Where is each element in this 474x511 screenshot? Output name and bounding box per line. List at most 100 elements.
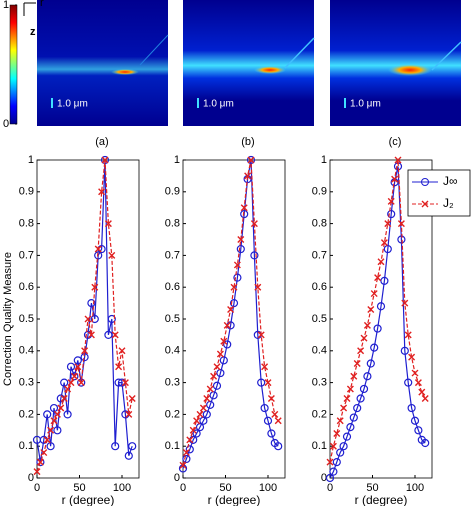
marker-x	[353, 360, 361, 368]
marker-x	[333, 429, 341, 437]
marker-x	[50, 417, 58, 425]
marker-x	[397, 220, 405, 228]
marker-x	[227, 305, 235, 313]
arrow-label: z	[30, 26, 36, 38]
marker-circle	[182, 454, 191, 464]
y-tick-label: 0.8	[312, 218, 327, 230]
marker-x	[367, 305, 375, 313]
marker-circle	[250, 251, 259, 260]
marker-circle	[236, 244, 245, 254]
image-a	[37, 0, 169, 126]
marker-circle	[60, 378, 69, 387]
marker-x	[67, 379, 75, 387]
marker-circle	[339, 442, 348, 451]
image-b	[183, 0, 315, 126]
marker-x	[408, 353, 416, 361]
marker-x	[33, 468, 41, 476]
marker-circle	[90, 314, 99, 324]
x-tick-label: 0	[327, 482, 333, 494]
marker-x	[64, 385, 72, 393]
marker-x	[370, 290, 378, 298]
marker-x	[182, 449, 190, 457]
marker-circle	[342, 432, 352, 441]
marker-circle	[128, 442, 137, 451]
marker-x	[271, 410, 279, 418]
y-tick-label: 1	[174, 154, 180, 166]
marker-x	[91, 283, 99, 291]
marker-circle	[404, 378, 413, 387]
marker-x	[213, 363, 221, 371]
marker-circle	[325, 473, 335, 483]
scale-bar-label: 1.0 μm	[57, 99, 88, 110]
marker-circle	[267, 429, 276, 438]
marker-circle	[216, 368, 225, 378]
marker-x	[261, 363, 269, 371]
marker-x	[210, 372, 218, 380]
marker-circle	[240, 209, 249, 219]
marker-x	[36, 458, 44, 466]
x-tick-label: 50	[73, 482, 85, 494]
marker-x	[125, 410, 133, 418]
marker-circle	[373, 324, 382, 333]
y-tick-label: 0.4	[19, 345, 34, 357]
marker-x	[326, 458, 334, 466]
y-tick-label: 0	[28, 472, 34, 484]
marker-circle	[336, 448, 345, 457]
marker-x	[350, 372, 358, 380]
marker-circle	[387, 209, 396, 219]
marker-x	[70, 372, 78, 380]
image-c	[330, 0, 462, 126]
marker-x	[60, 395, 68, 402]
marker-circle	[260, 403, 269, 413]
marker-x	[189, 426, 197, 434]
marker-x	[267, 395, 275, 402]
y-tick-label: 0.5	[312, 313, 327, 325]
marker-x	[230, 283, 238, 291]
marker-x	[414, 379, 422, 387]
y-tick-label: 0.2	[312, 408, 327, 420]
marker-x	[380, 239, 388, 247]
marker-circle	[192, 429, 201, 438]
marker-x	[247, 156, 255, 164]
y-tick-label: 0.1	[312, 440, 327, 452]
marker-circle	[199, 416, 208, 425]
marker-x	[254, 283, 262, 291]
marker-x	[257, 331, 265, 339]
marker-x	[360, 334, 368, 342]
x-tick-label: 0	[34, 482, 40, 494]
marker-circle	[359, 384, 369, 394]
marker-circle	[400, 346, 409, 355]
x-tick-label: 100	[113, 482, 131, 494]
marker-circle	[53, 426, 62, 435]
marker-x	[87, 331, 95, 339]
marker-x	[387, 197, 395, 205]
marker-x	[346, 385, 354, 393]
y-tick-label: 0.6	[19, 281, 34, 293]
marker-x	[111, 331, 119, 339]
marker-x	[250, 220, 258, 228]
y-tick-label: 0.1	[19, 440, 34, 452]
marker-circle	[87, 299, 96, 308]
marker-circle	[370, 343, 379, 352]
marker-x	[240, 204, 248, 212]
marker-circle	[223, 340, 232, 349]
marker-circle	[346, 423, 355, 432]
marker-x	[98, 188, 106, 196]
marker-x	[193, 417, 201, 425]
marker-circle	[376, 302, 386, 311]
marker-x	[421, 395, 429, 402]
series-line	[36, 159, 133, 463]
marker-x	[404, 331, 412, 339]
marker-circle	[124, 451, 133, 460]
marker-circle	[353, 403, 362, 413]
marker-circle	[246, 155, 256, 165]
y-axis-label: Correction Quality Measure	[2, 252, 14, 386]
marker-circle	[366, 359, 375, 368]
marker-circle	[257, 378, 266, 387]
marker-circle	[70, 372, 79, 381]
marker-circle	[263, 416, 273, 425]
x-tick-label: 100	[259, 482, 277, 494]
legend-label: J∞	[443, 174, 458, 188]
marker-circle	[66, 362, 76, 371]
y-tick-label: 0.6	[312, 281, 327, 293]
